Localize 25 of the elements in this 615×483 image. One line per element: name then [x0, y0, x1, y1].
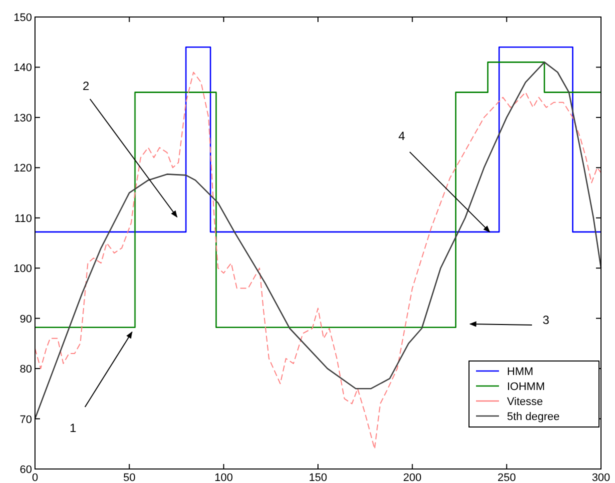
- annotation: 1: [70, 421, 77, 435]
- y-tick-label: 150: [14, 12, 32, 24]
- y-tick-label: 70: [20, 414, 32, 426]
- x-tick-label: 250: [497, 472, 516, 483]
- y-tick-label: 100: [14, 263, 32, 276]
- y-tick-label: 90: [20, 313, 32, 326]
- annotation: 2: [82, 79, 90, 93]
- y-tick-label: 60: [20, 464, 32, 476]
- legend-label: HMM: [507, 366, 534, 378]
- x-tick-label: 150: [308, 472, 328, 483]
- y-tick-label: 120: [14, 162, 32, 175]
- y-tick-label: 80: [20, 364, 32, 376]
- x-tick-label: 200: [403, 472, 422, 483]
- y-tick-label: 130: [14, 112, 32, 124]
- legend-label: Vitesse: [507, 396, 543, 408]
- y-tick-label: 140: [14, 62, 32, 74]
- y-tick-label: 110: [14, 212, 32, 225]
- x-tick-label: 300: [592, 472, 610, 483]
- legend-label: 5th degree: [507, 411, 560, 423]
- x-tick-label: 100: [214, 472, 233, 483]
- x-tick-label: 50: [123, 472, 136, 483]
- annotation: 4: [398, 128, 406, 143]
- x-tick-label: 0: [32, 472, 38, 483]
- annotation: 3: [542, 313, 550, 327]
- legend-label: IOHMM: [507, 381, 545, 393]
